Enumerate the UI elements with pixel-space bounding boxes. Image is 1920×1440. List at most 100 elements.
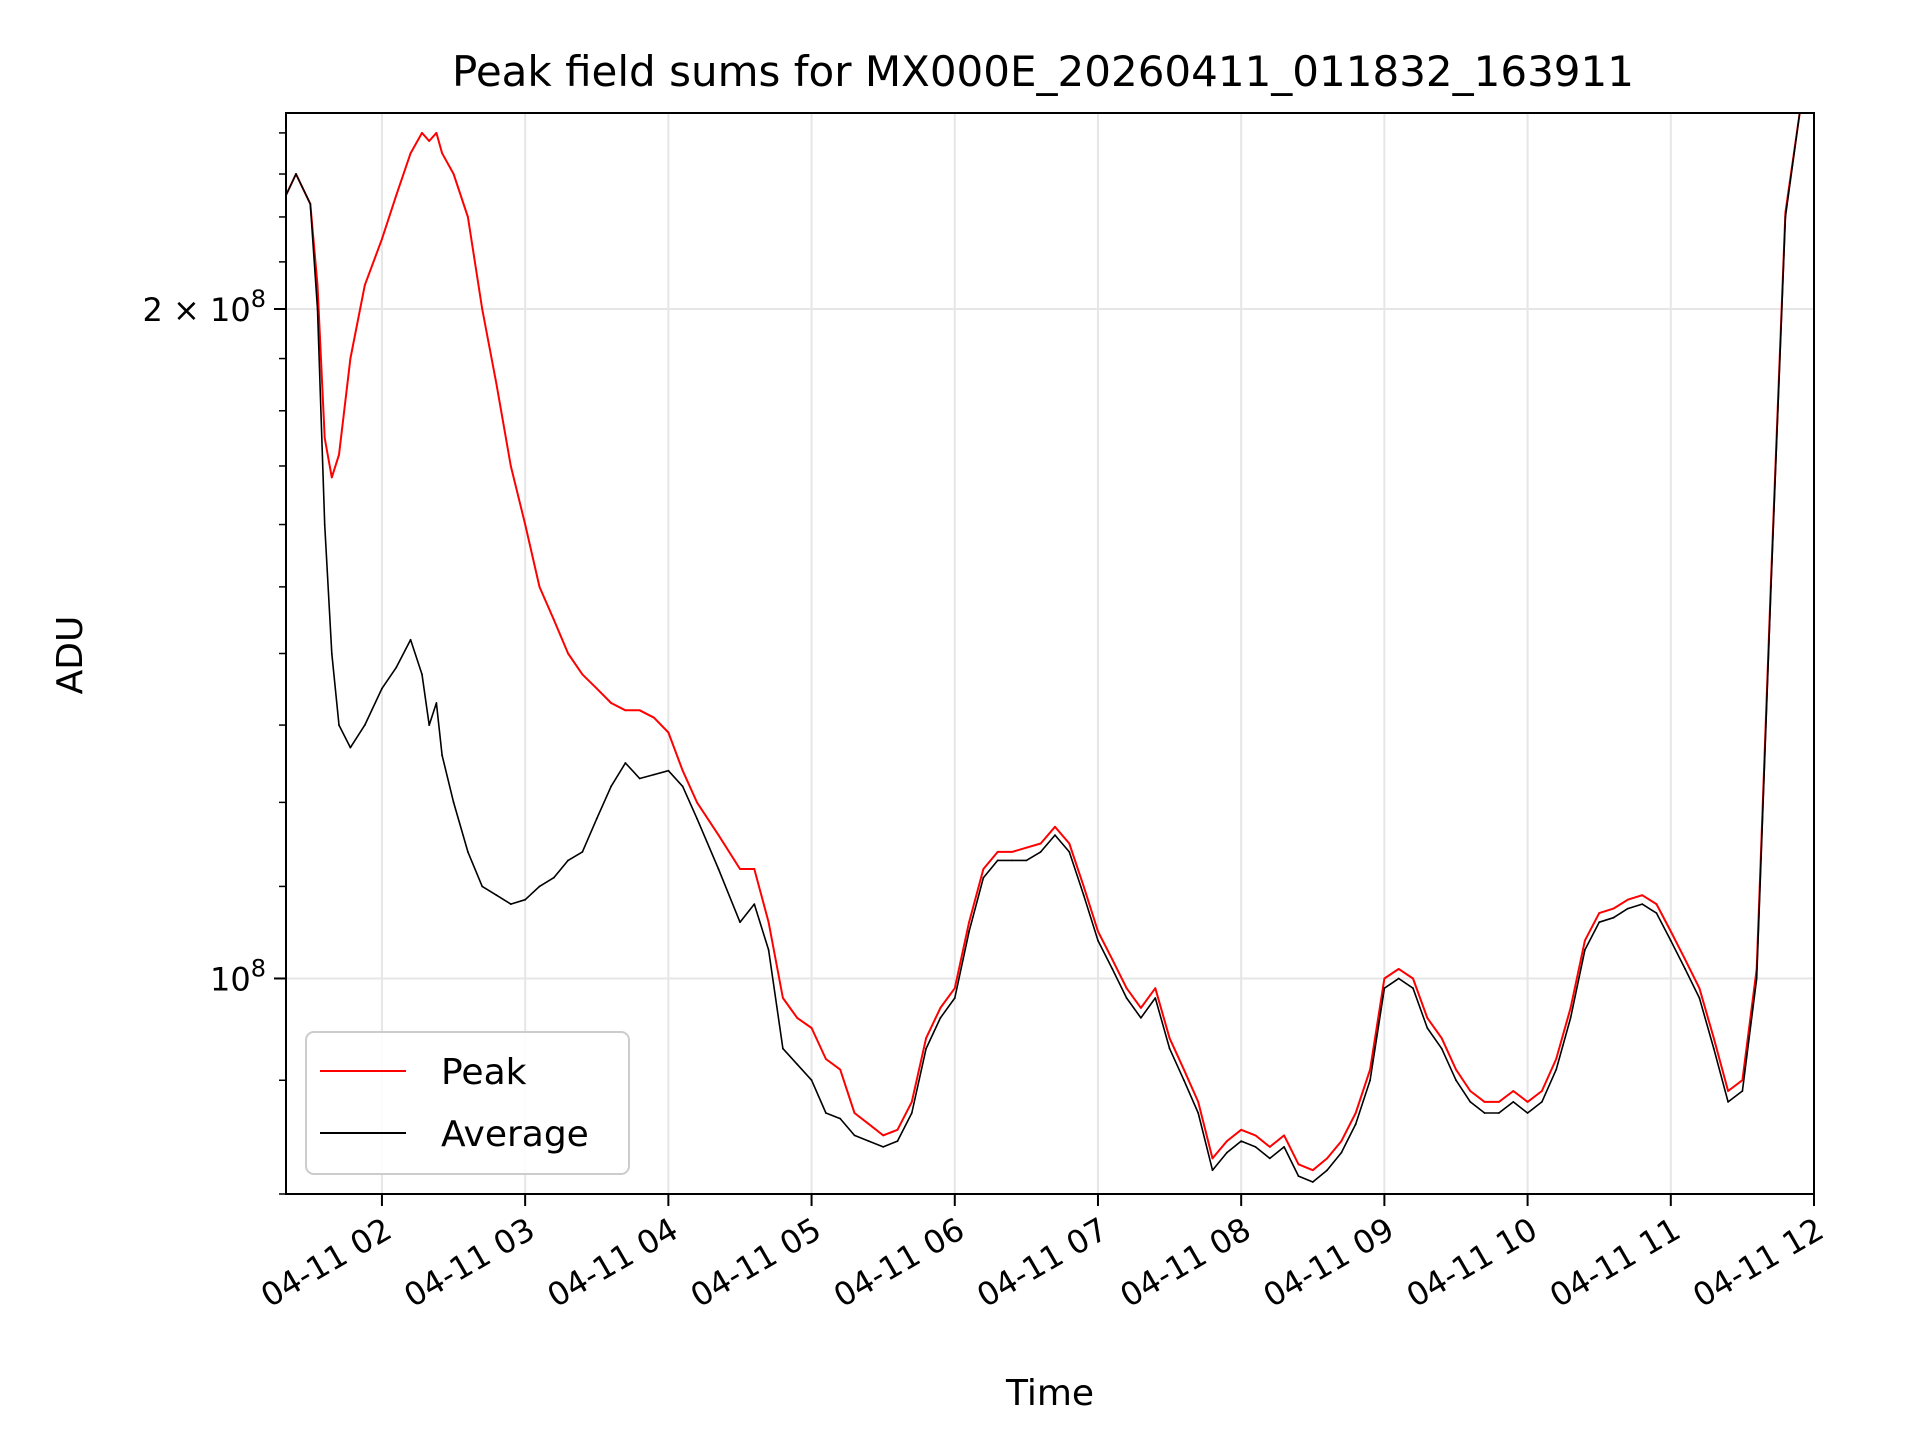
data-point-peak — [1412, 977, 1414, 980]
data-point-average — [1211, 1169, 1214, 1172]
data-point-average — [1125, 997, 1128, 999]
data-point-peak — [653, 716, 655, 719]
legend: Peak Average — [305, 1031, 630, 1175]
data-point-average — [1669, 939, 1672, 942]
data-point-peak — [1598, 912, 1601, 914]
data-point-average — [1498, 1112, 1500, 1114]
data-point-peak — [1541, 1090, 1543, 1092]
data-point-peak — [552, 618, 555, 621]
data-point-average — [1626, 907, 1629, 910]
data-point-peak — [1584, 939, 1586, 942]
data-point-peak — [1483, 1101, 1486, 1103]
data-point-average — [1412, 987, 1414, 990]
data-point-average — [552, 876, 555, 879]
data-point-average — [1712, 1047, 1715, 1050]
data-point-peak — [810, 1027, 813, 1029]
data-point-peak — [330, 476, 333, 479]
y-tick-label: 108 — [210, 954, 266, 998]
data-point-peak — [1254, 1134, 1257, 1137]
data-point-average — [939, 1017, 942, 1019]
data-point-average — [467, 851, 469, 853]
data-point-average — [567, 859, 569, 862]
data-point-average — [421, 673, 423, 676]
data-point-average — [330, 652, 333, 655]
data-point-peak — [1727, 1090, 1729, 1092]
data-point-average — [1426, 1027, 1429, 1029]
data-point-average — [696, 817, 698, 820]
data-point-average — [1397, 977, 1400, 980]
data-point-average — [739, 921, 741, 924]
data-point-average — [1569, 1017, 1572, 1019]
data-point-peak — [1340, 1140, 1343, 1142]
data-point-peak — [1440, 1037, 1443, 1040]
data-point-peak — [524, 523, 527, 526]
data-point-average — [638, 777, 641, 780]
data-point-peak — [1455, 1068, 1457, 1071]
data-point-peak — [1082, 885, 1085, 888]
data-point-peak — [1097, 930, 1099, 933]
data-point-peak — [567, 652, 569, 655]
data-point-average — [481, 885, 484, 888]
data-point-average — [982, 876, 985, 879]
data-point-average — [495, 894, 498, 897]
data-point-average — [717, 868, 720, 870]
data-point-peak — [1297, 1163, 1300, 1166]
data-point-average — [1226, 1151, 1228, 1154]
data-point-peak — [481, 308, 484, 310]
data-point-average — [409, 638, 412, 641]
y-axis: 108 2 × 108 — [142, 132, 286, 1195]
data-point-peak — [882, 1134, 885, 1137]
data-point-peak — [1154, 987, 1157, 990]
data-point-peak — [1111, 958, 1114, 961]
data-point-peak — [1698, 987, 1701, 990]
data-point-average — [524, 898, 527, 901]
data-point-average — [1154, 997, 1157, 999]
data-point-average — [825, 1112, 827, 1114]
data-point-peak — [1283, 1134, 1285, 1137]
data-point-average — [1268, 1157, 1271, 1160]
data-point-average — [1354, 1123, 1357, 1125]
data-point-peak — [316, 284, 319, 287]
data-point-average — [1383, 987, 1386, 990]
data-point-peak — [1641, 894, 1644, 897]
series-line-average — [286, 113, 1801, 1183]
data-point-peak — [796, 1017, 799, 1019]
data-point-average — [1082, 894, 1085, 897]
data-point-average — [1168, 1047, 1171, 1050]
data-point-peak — [1268, 1146, 1271, 1148]
data-point-average — [925, 1047, 927, 1050]
data-point-peak — [1526, 1101, 1529, 1103]
data-point-average — [867, 1140, 870, 1142]
data-point-peak — [610, 702, 612, 704]
data-point-peak — [338, 453, 340, 456]
data-point-peak — [1240, 1128, 1243, 1131]
data-point-average — [1311, 1181, 1314, 1183]
data-point-peak — [1226, 1140, 1228, 1142]
data-point-peak — [1469, 1090, 1472, 1092]
data-point-average — [1054, 834, 1056, 836]
data-point-average — [1684, 968, 1686, 970]
data-point-peak — [1068, 842, 1071, 845]
data-point-peak — [1498, 1101, 1500, 1103]
data-point-peak — [624, 709, 627, 712]
data-point-average — [309, 203, 312, 205]
data-point-peak — [1354, 1112, 1357, 1114]
data-point-average — [610, 785, 612, 788]
data-point-peak — [825, 1058, 827, 1060]
data-point-peak — [968, 921, 970, 924]
data-point-average — [1011, 859, 1013, 862]
data-point-peak — [323, 437, 326, 439]
data-point-average — [581, 851, 584, 853]
data-point-peak — [467, 216, 469, 218]
data-point-average — [1140, 1017, 1142, 1019]
data-point-average — [316, 308, 319, 310]
data-point-average — [853, 1134, 856, 1137]
chart-title: Peak field sums for MX000E_20260411_0118… — [452, 47, 1634, 96]
data-point-peak — [595, 687, 598, 690]
data-point-peak — [1054, 825, 1056, 828]
data-point-peak — [381, 238, 383, 241]
data-point-average — [1555, 1068, 1558, 1071]
data-point-peak — [1741, 1079, 1744, 1082]
data-point-peak — [996, 851, 999, 853]
